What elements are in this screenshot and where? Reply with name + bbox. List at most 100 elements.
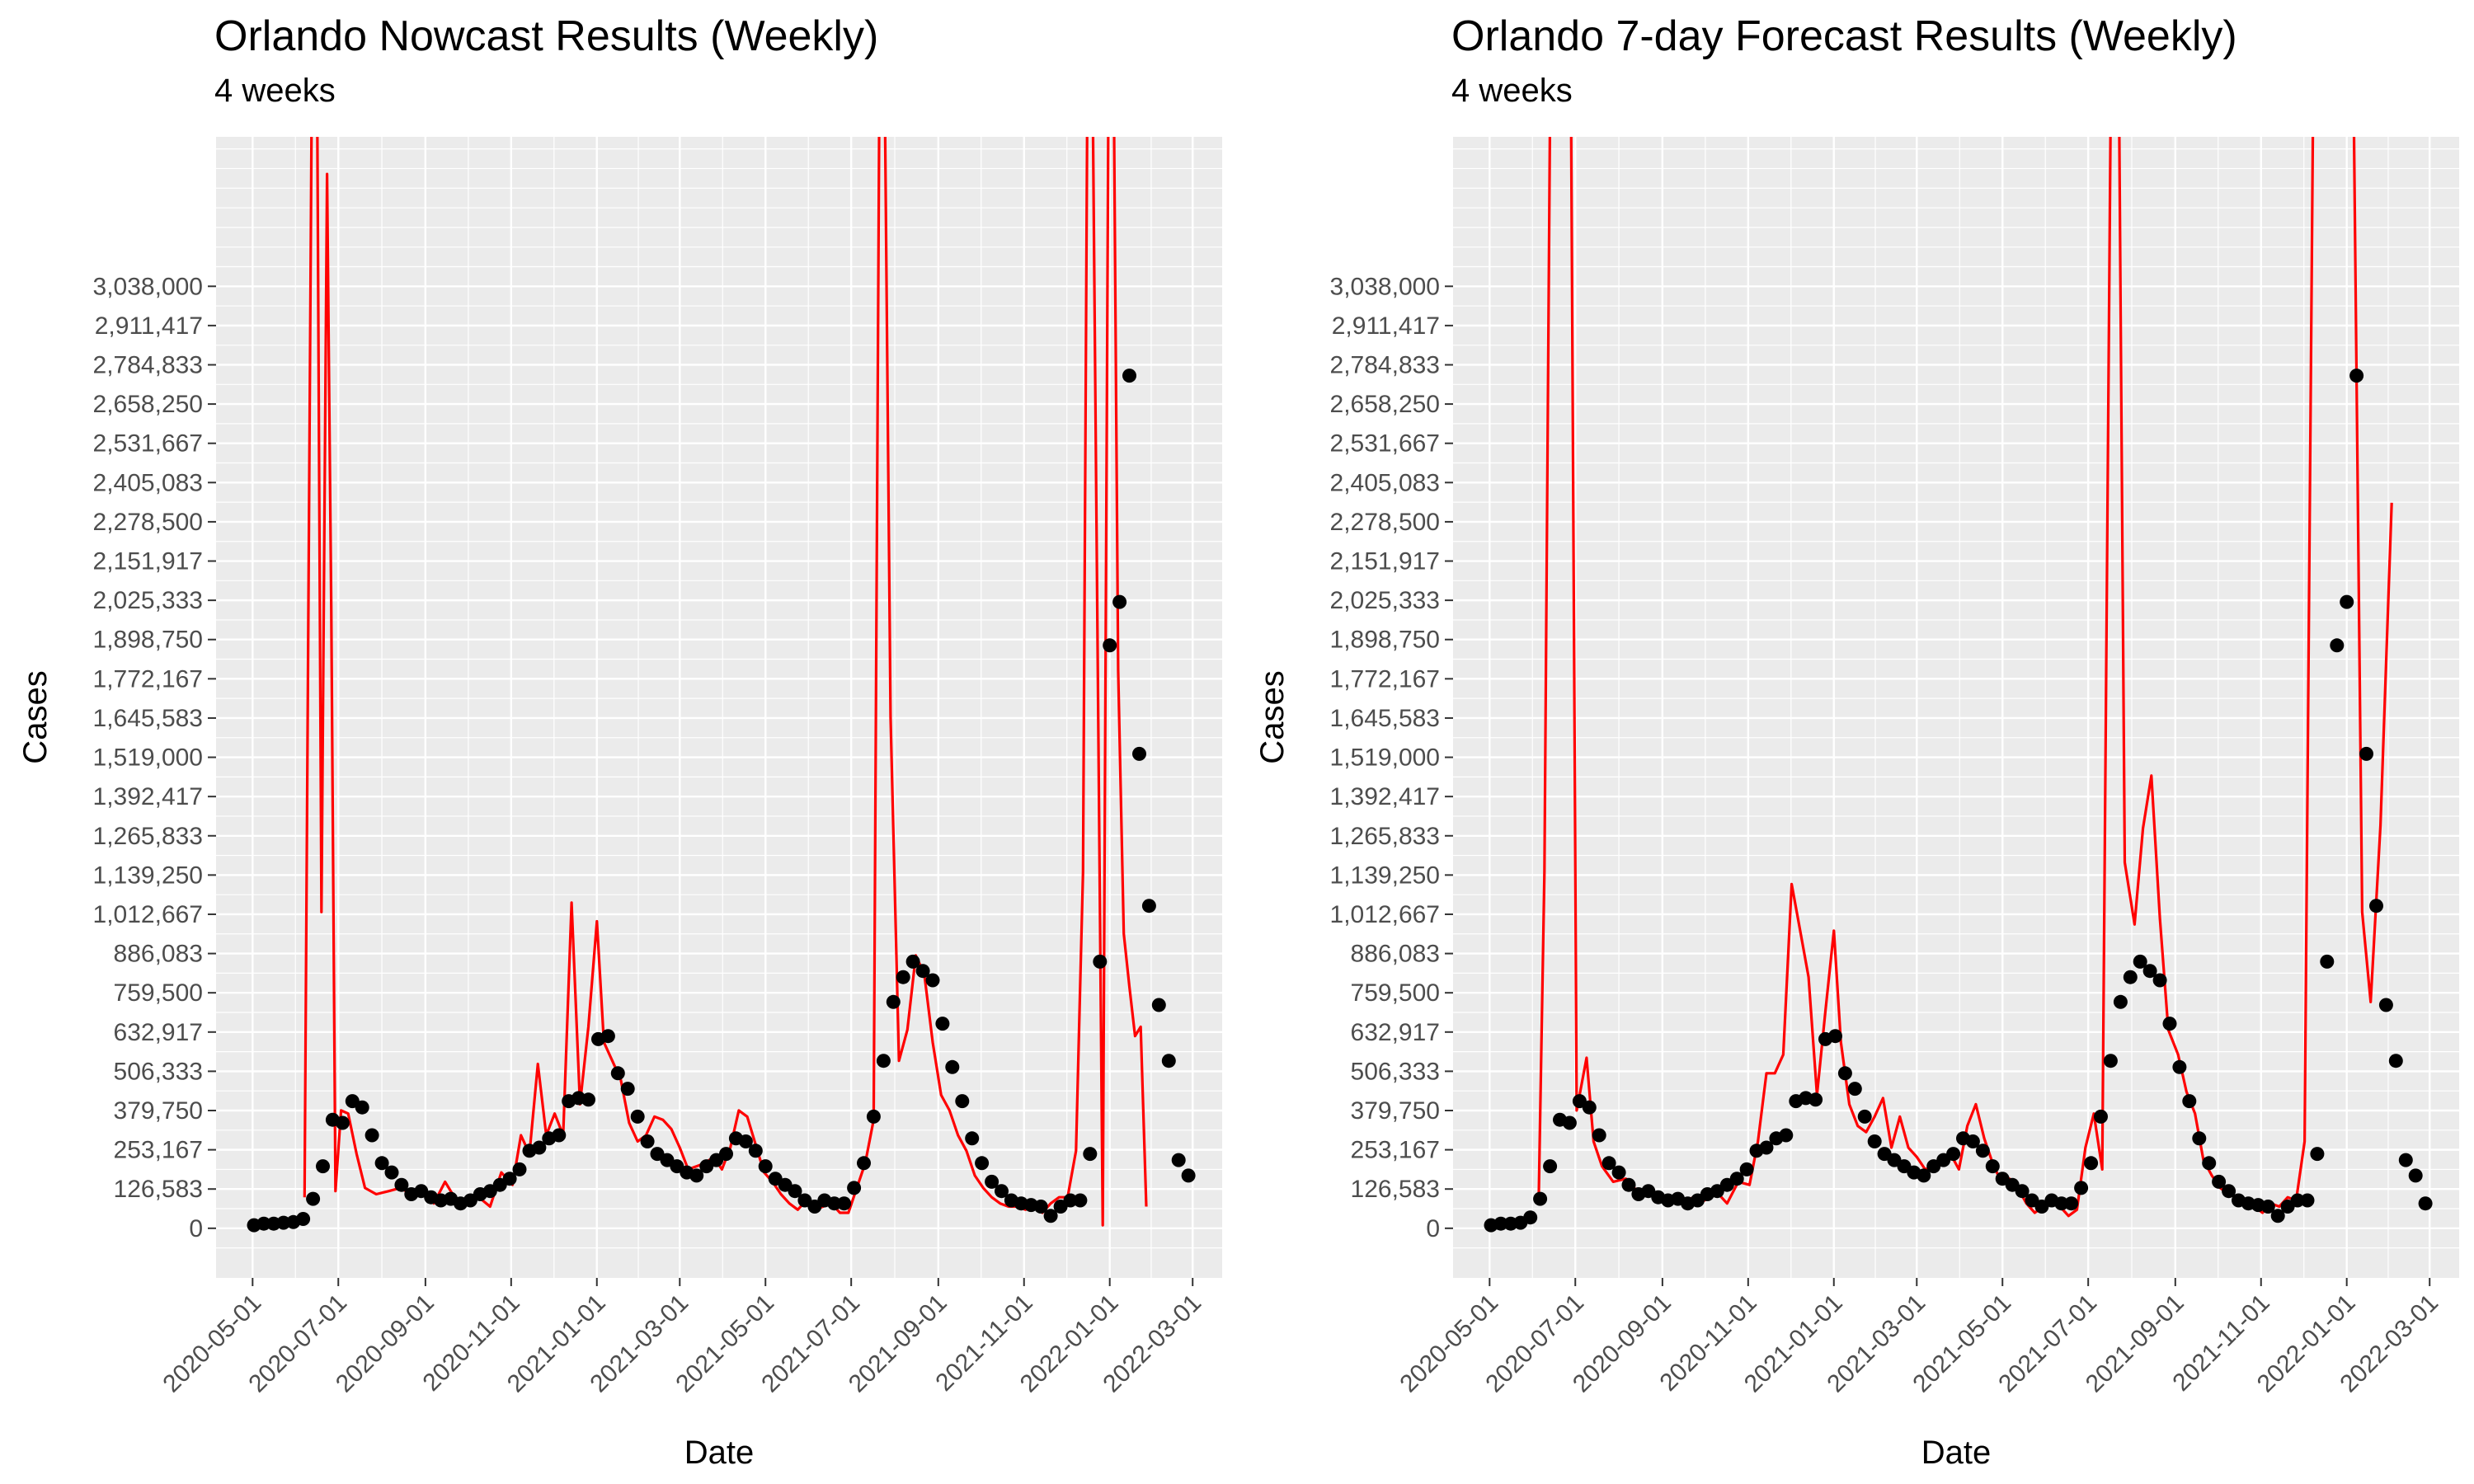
y-tick-label: 1,392,417	[1330, 783, 1440, 810]
data-point-observed	[256, 1216, 271, 1231]
data-point-observed	[2369, 899, 2383, 913]
y-tick-label: 2,531,667	[93, 430, 203, 458]
data-point-observed	[2123, 970, 2138, 984]
data-point-observed	[2094, 1109, 2108, 1124]
y-tick-label: 1,265,833	[1330, 823, 1440, 850]
data-point-observed	[866, 1109, 881, 1124]
data-point-observed	[1975, 1144, 1990, 1158]
data-point-observed	[1847, 1082, 1862, 1097]
data-point-observed	[512, 1162, 527, 1176]
y-tick-label: 506,333	[1351, 1058, 1440, 1085]
data-point-observed	[610, 1066, 625, 1081]
data-point-observed	[2064, 1196, 2079, 1211]
plot-background	[216, 137, 1222, 1278]
chart-panel-nowcast: Orlando Nowcast Results (Weekly) 4 weeks…	[17, 12, 1222, 1471]
data-point-observed	[1867, 1134, 1882, 1148]
data-point-observed	[857, 1156, 871, 1171]
data-point-observed	[876, 1054, 891, 1068]
x-axis-title: Date	[684, 1435, 755, 1471]
data-point-observed	[2152, 973, 2167, 988]
y-tick-label: 2,025,333	[1330, 587, 1440, 614]
data-point-observed	[1808, 1092, 1823, 1107]
data-point-observed	[1083, 1147, 1098, 1162]
data-point-observed	[1533, 1191, 1548, 1206]
y-tick-label: 1,772,167	[1330, 665, 1440, 693]
x-axis-title: Date	[1921, 1435, 1992, 1471]
data-point-observed	[827, 1196, 842, 1211]
y-tick-label: 1,012,667	[1330, 901, 1440, 928]
y-tick-label: 2,784,833	[93, 351, 203, 378]
data-point-observed	[1073, 1193, 1088, 1208]
data-point-observed	[2054, 1196, 2069, 1211]
y-tick-label: 2,405,083	[93, 469, 203, 496]
data-point-observed	[1828, 1029, 1842, 1044]
y-tick-label: 1,139,250	[93, 862, 203, 889]
data-point-observed	[2320, 954, 2335, 969]
y-axis-title: Cases	[17, 670, 54, 763]
data-point-observed	[1141, 899, 1156, 913]
data-point-observed	[896, 970, 910, 984]
data-point-observed	[1965, 1134, 1980, 1148]
data-point-observed	[2192, 1131, 2207, 1146]
y-tick-label: 2,531,667	[1330, 430, 1440, 458]
data-point-observed	[384, 1165, 399, 1180]
data-point-observed	[640, 1134, 655, 1148]
data-point-observed	[1161, 1054, 1176, 1068]
data-point-observed	[748, 1144, 763, 1158]
data-point-observed	[2084, 1156, 2099, 1171]
data-point-observed	[2172, 1059, 2187, 1074]
y-tick-label: 632,917	[1351, 1019, 1440, 1046]
chart-plot-nowcast: Date Cases 2020-05-012020-07-012020-09-0…	[17, 137, 1222, 1471]
data-point-observed	[925, 973, 940, 988]
y-tick-label: 2,784,833	[1330, 351, 1440, 378]
y-tick-label: 253,167	[1351, 1137, 1440, 1164]
data-point-observed	[2310, 1147, 2325, 1162]
data-point-observed	[374, 1156, 389, 1171]
data-point-observed	[1122, 369, 1136, 383]
data-point-observed	[2270, 1209, 2285, 1223]
data-point-observed	[2202, 1156, 2217, 1171]
y-tick-label: 1,392,417	[93, 783, 203, 810]
data-point-observed	[502, 1172, 517, 1186]
data-point-observed	[2359, 746, 2373, 761]
data-point-observed	[788, 1184, 802, 1199]
y-tick-label: 2,658,250	[1330, 391, 1440, 418]
data-point-observed	[1611, 1165, 1626, 1180]
y-tick-label: 759,500	[114, 979, 203, 1007]
data-point-observed	[1493, 1216, 1508, 1231]
data-point-observed	[2388, 1054, 2403, 1068]
y-tick-label: 2,025,333	[93, 587, 203, 614]
data-point-observed	[837, 1196, 852, 1211]
data-point-observed	[2260, 1200, 2275, 1214]
y-tick-label: 1,519,000	[93, 744, 203, 772]
data-point-observed	[1132, 746, 1146, 761]
y-tick-label: 1,898,750	[93, 627, 203, 654]
chart-title: Orlando Nowcast Results (Weekly)	[214, 12, 879, 60]
y-tick-label: 1,265,833	[93, 823, 203, 850]
data-point-observed	[1171, 1153, 1186, 1167]
data-point-observed	[2074, 1181, 2089, 1195]
data-point-observed	[1103, 638, 1117, 653]
y-tick-label: 3,038,000	[1330, 273, 1440, 300]
y-tick-label: 1,139,250	[1330, 862, 1440, 889]
data-point-observed	[2142, 964, 2157, 979]
chart-title: Orlando 7-day Forecast Results (Weekly)	[1451, 12, 2237, 60]
y-tick-label: 506,333	[114, 1058, 203, 1085]
y-tick-label: 2,278,500	[1330, 509, 1440, 536]
chart-subtitle: 4 weeks	[1451, 73, 1573, 109]
y-tick-label: 0	[189, 1215, 203, 1242]
data-point-observed	[316, 1159, 330, 1174]
chart-subtitle: 4 weeks	[214, 73, 336, 109]
data-point-observed	[1857, 1109, 1872, 1124]
data-point-observed	[1985, 1159, 2000, 1174]
data-point-observed	[1093, 954, 1108, 969]
data-point-observed	[955, 1094, 970, 1109]
data-point-observed	[985, 1174, 999, 1189]
data-point-observed	[552, 1128, 567, 1143]
y-tick-label: 886,083	[1351, 941, 1440, 968]
data-point-observed	[2340, 594, 2354, 609]
data-point-observed	[2222, 1184, 2236, 1199]
data-point-observed	[758, 1159, 773, 1174]
data-point-observed	[905, 954, 920, 969]
data-point-observed	[1946, 1147, 1961, 1162]
